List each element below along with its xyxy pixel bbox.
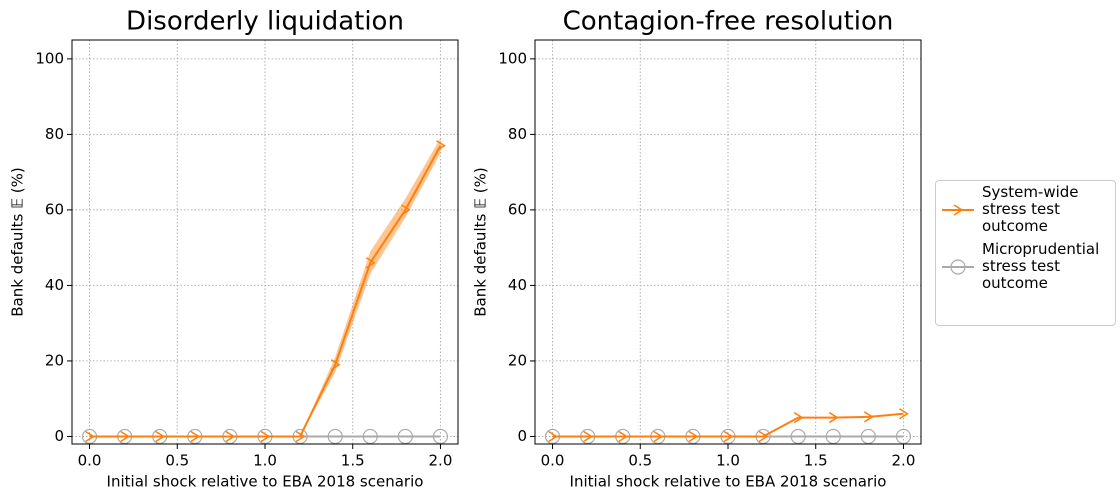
marker (397, 428, 413, 445)
marker (653, 430, 664, 443)
y-tick-label: 80 (508, 125, 527, 143)
marker (825, 428, 841, 445)
legend: System-wide stress test outcome Microprud… (935, 180, 1116, 326)
marker (863, 411, 874, 423)
x-tick-label: 1.5 (341, 452, 365, 470)
y-tick-label: 80 (45, 125, 64, 143)
y-axis-label: Bank defaults 𝔼 (%) (472, 167, 490, 316)
y-tick-label: 40 (45, 276, 64, 294)
marker (618, 430, 629, 443)
x-axis-label: Initial shock relative to EBA 2018 scena… (570, 473, 887, 491)
chart-title: Disorderly liquidation (126, 7, 404, 37)
marker (790, 428, 806, 445)
marker (362, 428, 378, 445)
marker (120, 430, 131, 443)
x-tick-label: 2.0 (429, 452, 453, 470)
marker (155, 430, 166, 443)
y-tick-label: 60 (508, 200, 527, 218)
y-tick-label: 0 (54, 427, 64, 445)
legend-swatch (942, 204, 974, 216)
plot-frame (534, 39, 922, 445)
marker (225, 430, 236, 443)
marker (260, 430, 271, 443)
x-tick-label: 1.0 (253, 452, 277, 470)
line (552, 412, 904, 438)
marker (950, 259, 966, 275)
line (89, 145, 442, 438)
marker (860, 428, 876, 445)
marker (365, 257, 376, 269)
marker (953, 204, 964, 216)
y-tick-label: 20 (45, 351, 64, 369)
y-tick-label: 100 (35, 49, 64, 67)
x-tick-label: 0.5 (628, 452, 652, 470)
marker (758, 430, 769, 443)
y-tick-label: 20 (508, 351, 527, 369)
marker (400, 204, 411, 216)
marker (327, 428, 343, 445)
marker (688, 430, 699, 443)
x-tick-label: 0.0 (541, 452, 565, 470)
x-tick-label: 2.0 (892, 452, 916, 470)
marker (723, 430, 734, 443)
x-tick-label: 0.5 (165, 452, 189, 470)
y-axis-label: Bank defaults 𝔼 (%) (9, 167, 27, 316)
marker (295, 430, 306, 443)
x-tick-label: 1.5 (804, 452, 828, 470)
marker (85, 430, 95, 443)
legend-swatch (942, 259, 974, 275)
legend-entry: Microprudential stress test outcome (940, 241, 1111, 292)
y-tick-label: 60 (45, 200, 64, 218)
marker (548, 430, 558, 443)
chart-title: Contagion-free resolution (563, 7, 894, 37)
plot-frame (71, 39, 459, 445)
marker (436, 140, 446, 152)
confidence-band (89, 138, 441, 437)
legend-label: System-wide stress test outcome (982, 183, 1079, 235)
marker (895, 428, 912, 445)
y-tick-label: 0 (517, 427, 527, 445)
marker (190, 430, 201, 443)
x-axis-label: Initial shock relative to EBA 2018 scena… (107, 473, 424, 491)
y-tick-label: 100 (498, 49, 527, 67)
x-tick-label: 0.0 (78, 452, 102, 470)
marker (432, 428, 449, 445)
legend-label: Microprudential stress test outcome (982, 240, 1100, 292)
marker (828, 411, 839, 424)
marker (330, 359, 341, 371)
marker (583, 430, 594, 443)
y-tick-label: 40 (508, 276, 527, 294)
marker (793, 411, 804, 424)
x-tick-label: 1.0 (716, 452, 740, 470)
legend-entry: System-wide stress test outcome (940, 184, 1111, 235)
marker (899, 408, 909, 420)
